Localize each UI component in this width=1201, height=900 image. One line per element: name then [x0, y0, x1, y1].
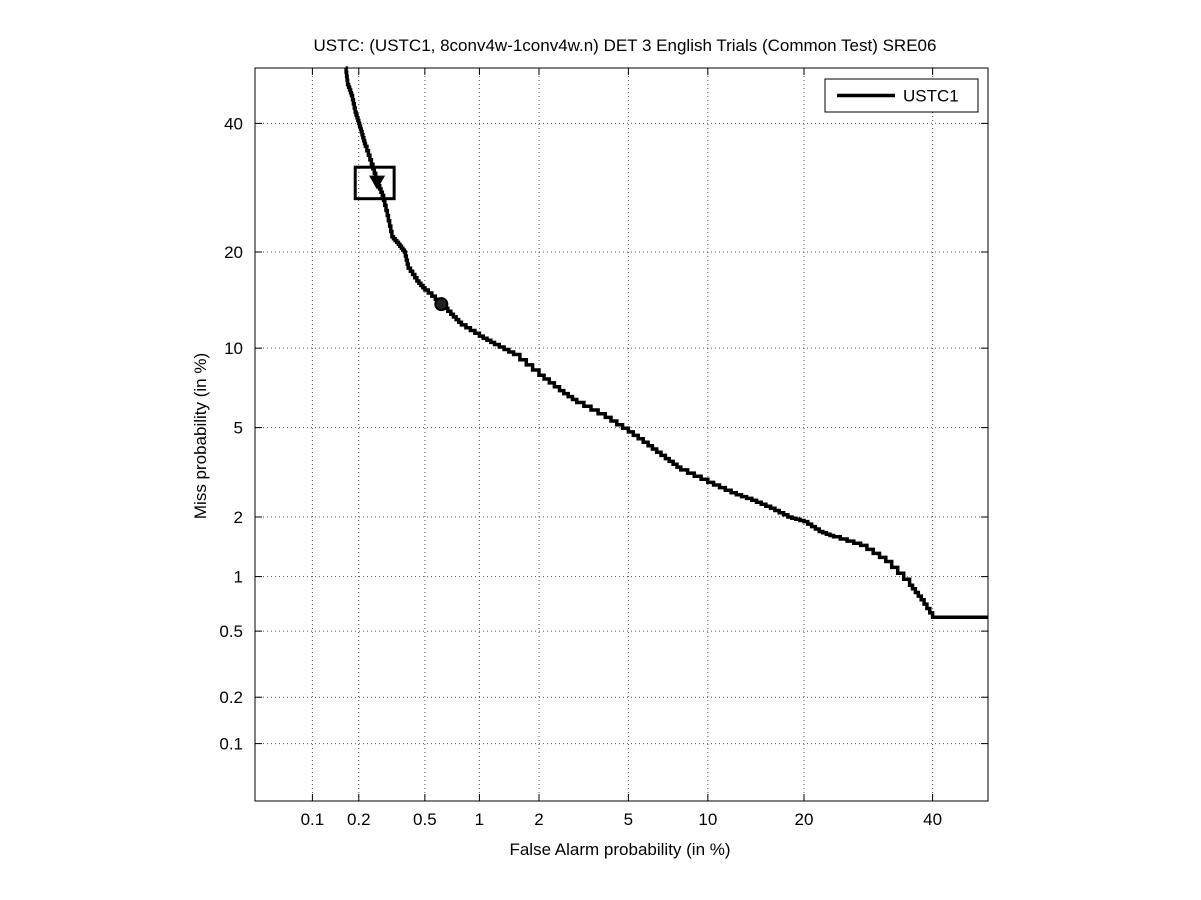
y-axis-label: Miss probability (in %)	[191, 353, 210, 519]
x-axis-label: False Alarm probability (in %)	[509, 840, 730, 859]
x-tick-label: 0.2	[347, 810, 371, 829]
plot-background	[255, 68, 988, 801]
x-tick-label: 1	[475, 810, 484, 829]
legend: USTC1	[824, 78, 979, 113]
marker-layer	[353, 165, 449, 312]
y-tick-label: 0.5	[219, 622, 243, 641]
x-axis-ticks: 0.1 0.2 0.5 1 2 5 10 20 40	[301, 68, 942, 829]
confidence-box-marker	[353, 165, 396, 201]
series-line-ustc1	[344, 66, 988, 619]
legend-entry-ustc1: USTC1	[903, 87, 959, 106]
y-tick-label: 20	[224, 243, 243, 262]
series-layer	[344, 66, 988, 619]
plot-frame	[254, 67, 989, 802]
y-tick-label: 0.2	[219, 688, 243, 707]
y-tick-label: 1	[234, 568, 243, 587]
y-tick-label: 2	[234, 508, 243, 527]
y-tick-label: 0.1	[219, 735, 243, 754]
min-dcf-circle-marker	[434, 297, 449, 312]
x-tick-label: 10	[698, 810, 717, 829]
y-tick-label: 40	[224, 114, 243, 133]
y-axis-ticks: 0.1 0.2 0.5 1 2 5 10 20 40	[219, 114, 988, 754]
plot-area	[254, 66, 989, 802]
actual-dcf-triangle-marker	[369, 175, 386, 190]
x-tick-label: 20	[795, 810, 814, 829]
x-tick-label: 40	[923, 810, 942, 829]
x-tick-label: 2	[534, 810, 543, 829]
y-tick-label: 10	[224, 339, 243, 358]
y-tick-label: 5	[234, 419, 243, 438]
x-tick-label: 0.1	[301, 810, 325, 829]
x-tick-label: 0.5	[413, 810, 437, 829]
x-tick-label: 5	[624, 810, 633, 829]
chart-title: USTC: (USTC1, 8conv4w-1conv4w.n) DET 3 E…	[314, 36, 937, 55]
